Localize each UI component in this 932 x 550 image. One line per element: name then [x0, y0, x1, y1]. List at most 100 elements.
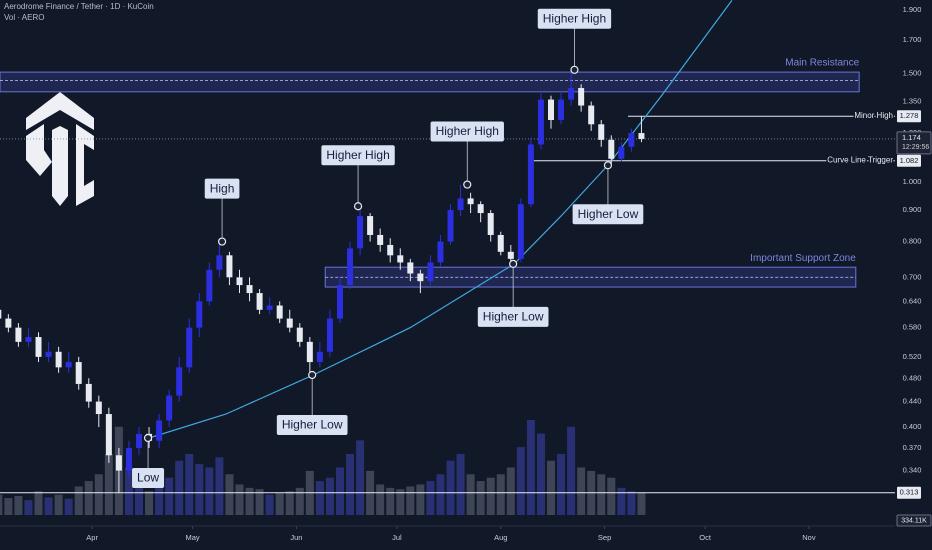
volume-bar: [104, 453, 113, 515]
annotation-box: [537, 8, 612, 29]
volume-bar: [195, 464, 204, 515]
candle-body: [588, 105, 595, 125]
candle-body: [306, 341, 313, 363]
annotation-label: Higher Low: [483, 310, 544, 324]
candle-body: [457, 198, 464, 211]
volume-tag: 334.11K: [901, 517, 927, 524]
candle-body: [186, 327, 193, 368]
volume-bar: [74, 486, 83, 515]
y-tick-label: 0.400: [903, 422, 922, 431]
volume-bar: [406, 486, 415, 515]
zone: [0, 71, 860, 93]
candle-body: [387, 244, 394, 256]
volume-bar: [536, 433, 545, 515]
volume-bar: [486, 477, 495, 515]
volume-bar: [44, 497, 53, 515]
candle-body: [105, 414, 112, 456]
volume-bar: [285, 491, 294, 515]
annotation-label: Higher High: [543, 11, 606, 25]
price-tag: 1.278: [900, 111, 919, 120]
candle-body: [507, 251, 514, 259]
candle-body: [196, 301, 203, 328]
countdown: 12:29:56: [902, 144, 929, 151]
volume-bar: [557, 453, 566, 515]
candle-body: [537, 99, 544, 145]
candle-body: [166, 395, 173, 421]
candle-body: [0, 309, 2, 319]
volume-bar: [64, 498, 73, 515]
annotation-box: [132, 468, 165, 489]
candle-body: [477, 204, 484, 214]
pivot-marker: [353, 202, 363, 211]
candle-body: [527, 144, 534, 205]
volume-title: Vol · AERO: [4, 13, 44, 22]
volume-bar: [265, 494, 274, 515]
volume-bar: [416, 484, 425, 515]
y-tick-label: 1.900: [903, 5, 922, 14]
logo: [26, 92, 94, 206]
y-tick-label: 0.440: [903, 397, 922, 406]
candle-body: [286, 318, 293, 328]
volume-bar: [627, 491, 636, 515]
volume-bar: [215, 457, 224, 515]
annotation-box: [276, 414, 348, 435]
price-tag-box: [897, 486, 921, 499]
y-tick-label: 1.500: [903, 68, 922, 77]
price-axis-panel: [895, 0, 932, 550]
annotation-label: Higher High: [436, 124, 499, 138]
volume-bar: [516, 447, 525, 515]
zone-label: Main Resistance: [785, 58, 859, 69]
candle-body: [85, 383, 92, 402]
volume-bar: [24, 500, 33, 515]
volume-bar: [54, 494, 63, 515]
candle-body: [236, 277, 243, 286]
candle-body: [548, 99, 555, 121]
candle-body: [125, 447, 132, 471]
candle-body: [5, 318, 12, 328]
last-price: 1.174: [902, 133, 921, 142]
zone-label: Important Support Zone: [750, 253, 856, 264]
volume-bar: [547, 460, 556, 515]
x-tick-label: Oct: [699, 533, 712, 542]
candle-body: [35, 337, 42, 357]
candle-body: [75, 362, 82, 384]
candle-body: [427, 262, 434, 282]
pivot-marker: [463, 180, 472, 189]
x-tick-label: Jul: [392, 533, 402, 542]
annotation-label: High: [210, 181, 235, 195]
volume-bar: [426, 481, 435, 515]
candle-body: [638, 133, 645, 139]
candle-body: [206, 269, 213, 302]
volume-bar: [124, 467, 133, 515]
x-tick-label: Aug: [494, 533, 507, 542]
candle-body: [367, 216, 374, 235]
x-tick-label: Sep: [598, 533, 611, 542]
candle-body: [497, 234, 504, 252]
volume-bar: [255, 489, 264, 515]
candle-body: [136, 433, 143, 448]
candle-body: [226, 255, 233, 278]
candle-body: [256, 293, 263, 310]
x-tick-label: May: [186, 533, 200, 542]
y-tick-label: 0.370: [903, 443, 922, 452]
candle-body: [467, 198, 474, 205]
y-tick-label: 0.700: [903, 272, 922, 281]
annotation-label: Higher Low: [282, 418, 343, 432]
candle-body: [156, 420, 163, 441]
candle-body: [397, 255, 404, 263]
volume-bar: [245, 487, 254, 515]
volume-bar: [597, 474, 606, 515]
volume-bar: [225, 474, 234, 515]
candle-body: [407, 262, 414, 274]
volume-bar: [506, 467, 515, 515]
volume-bar: [346, 453, 355, 515]
x-tick-label: Nov: [802, 533, 816, 542]
annotation-box: [321, 145, 395, 166]
candle-body: [246, 285, 253, 294]
price-tag: 1.082: [900, 156, 919, 165]
volume-bar: [145, 491, 154, 515]
annotation-label: Higher High: [326, 148, 389, 162]
annotation-box: [572, 204, 644, 225]
candle-body: [95, 401, 102, 415]
